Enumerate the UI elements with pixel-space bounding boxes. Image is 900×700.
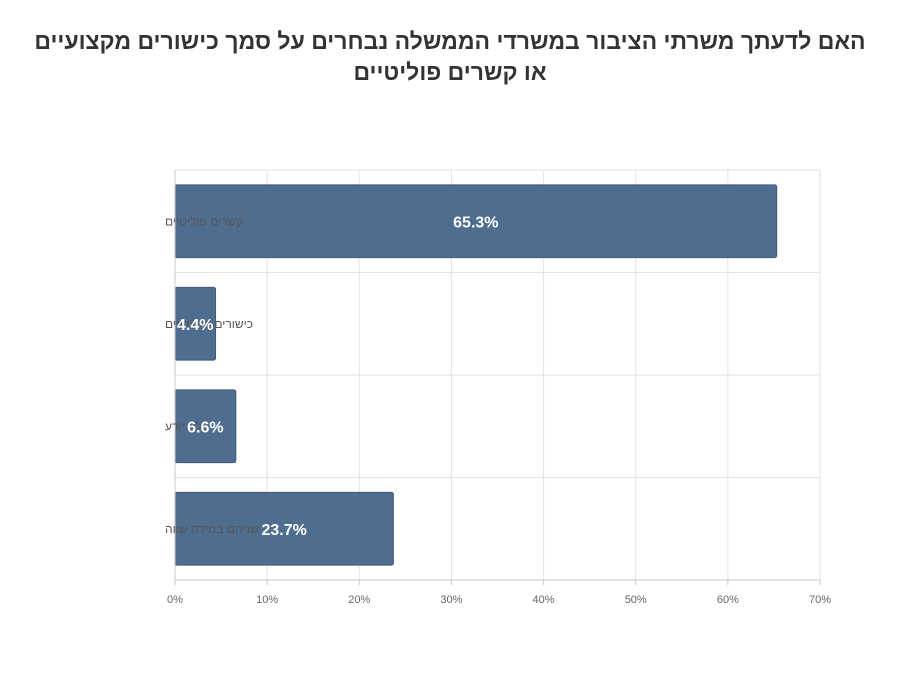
category-label: לא יודע — [165, 419, 202, 433]
x-tick-label: 20% — [348, 594, 370, 606]
x-tick-label: 70% — [809, 594, 831, 606]
category-label: קשרים פוליטיים — [165, 214, 243, 228]
category-label: שניהם במידה שווה — [165, 522, 259, 536]
labels: 0% 10% 20% 30% 40% 50% 60% 70% קשרים פוליטיים 65.… — [165, 214, 831, 606]
category-label: כישורים מקצועיים — [165, 317, 253, 331]
x-tick-label: 50% — [625, 594, 647, 606]
x-tick-label: 30% — [440, 594, 462, 606]
x-tick-label: 0% — [167, 594, 183, 606]
x-tick-label: 60% — [717, 594, 739, 606]
bars — [174, 184, 778, 566]
axes — [174, 170, 821, 585]
data-label: 23.7% — [262, 522, 307, 539]
x-tick-label: 40% — [533, 594, 555, 606]
data-label: 65.3% — [453, 214, 498, 231]
chart-title: האם לדעתך משרתי הציבור במשרדי הממשלה נבח… — [34, 28, 866, 85]
x-tick-label: 10% — [256, 594, 278, 606]
data-label: 4.4% — [177, 317, 213, 334]
data-label: 6.6% — [187, 419, 223, 436]
